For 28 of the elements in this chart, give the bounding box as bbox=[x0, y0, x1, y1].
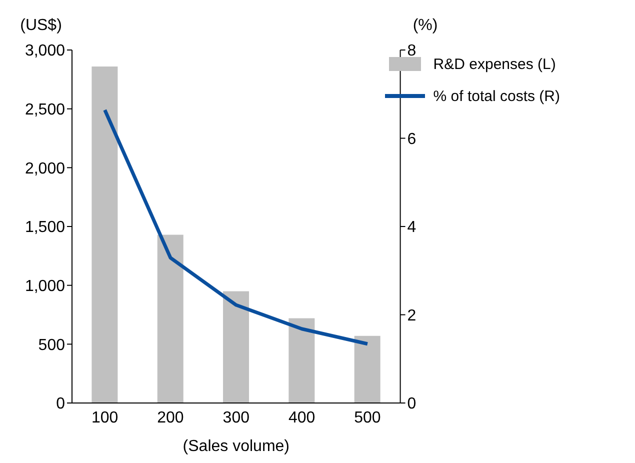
x-tick-label: 300 bbox=[222, 409, 250, 426]
legend-label: % of total costs (R) bbox=[433, 88, 560, 104]
x-axis-title: (Sales volume) bbox=[182, 438, 290, 455]
bar bbox=[354, 336, 380, 403]
y2-tick-label: 0 bbox=[407, 396, 416, 413]
x-tick-label: 400 bbox=[288, 409, 316, 426]
y-tick-label: 2,000 bbox=[24, 160, 66, 178]
x-tick-label: 100 bbox=[91, 409, 118, 426]
y-tick-label: 1,000 bbox=[24, 278, 66, 296]
legend-label: R&D expenses (L) bbox=[433, 56, 556, 72]
x-tick-label: 500 bbox=[354, 409, 381, 426]
y2-tick-label: 6 bbox=[407, 130, 416, 148]
y2-tick-label: 8 bbox=[407, 42, 416, 60]
y-tick-label: 2,500 bbox=[24, 102, 66, 119]
bar bbox=[288, 318, 315, 403]
y-tick-label: 1,500 bbox=[24, 219, 66, 236]
y2-tick-label: 2 bbox=[407, 307, 416, 324]
y-tick-label: 0 bbox=[56, 396, 66, 413]
y2-tick-label: 4 bbox=[407, 219, 416, 236]
y-axis-title: (US$) bbox=[20, 17, 62, 34]
line-series bbox=[103, 108, 370, 346]
x-tick-label: 200 bbox=[157, 409, 184, 426]
y2-axis-title: (%) bbox=[412, 17, 438, 34]
y-tick-label: 3,000 bbox=[24, 42, 66, 60]
bar bbox=[92, 66, 118, 403]
bar bbox=[157, 234, 184, 403]
bar bbox=[223, 291, 250, 403]
y-tick-label: 500 bbox=[38, 336, 66, 354]
